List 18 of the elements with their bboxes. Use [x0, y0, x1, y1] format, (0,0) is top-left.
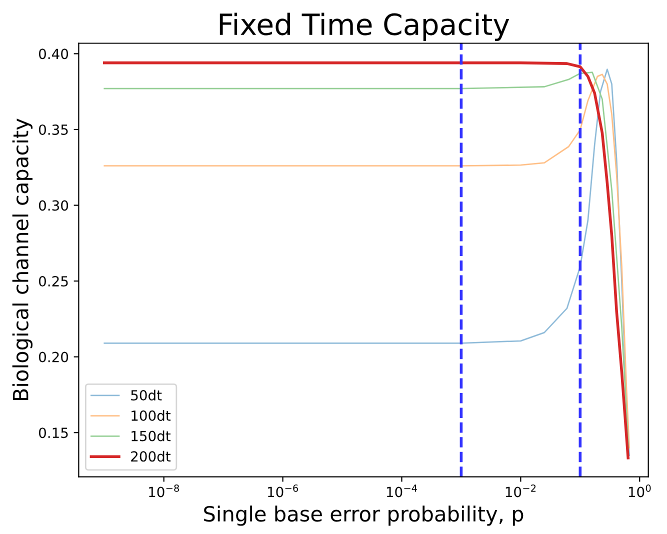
y-tick-label: 0.15 — [38, 428, 68, 438]
legend-label: 150dt — [132, 430, 171, 442]
chart-title: Fixed Time Capacity — [220, 12, 510, 41]
y-axis-title: Biological channel capacity — [12, 118, 33, 400]
x-tick-label: 10$^{−8}$ — [149, 484, 180, 498]
x-tick-label: 10$^{−4}$ — [386, 484, 418, 498]
x-tick-label: 10$^{0}$ — [628, 484, 651, 498]
x-tick-label: 10$^{−6}$ — [268, 484, 298, 498]
legend-label: 200dt — [131, 450, 171, 462]
legend-label: 100dt — [132, 410, 171, 421]
x-axis-title: Single base error probability, p — [204, 506, 524, 526]
y-tick-label: 0.40 — [38, 48, 68, 60]
y-tick-label: 0.20 — [38, 352, 68, 362]
y-tick-label: 0.35 — [38, 124, 68, 135]
y-tick-label: 0.25 — [38, 276, 68, 287]
legend-label: 50dt — [131, 390, 162, 401]
x-tick-label: 10$^{−2}$ — [506, 484, 536, 498]
y-tick-label: 0.30 — [38, 200, 68, 211]
